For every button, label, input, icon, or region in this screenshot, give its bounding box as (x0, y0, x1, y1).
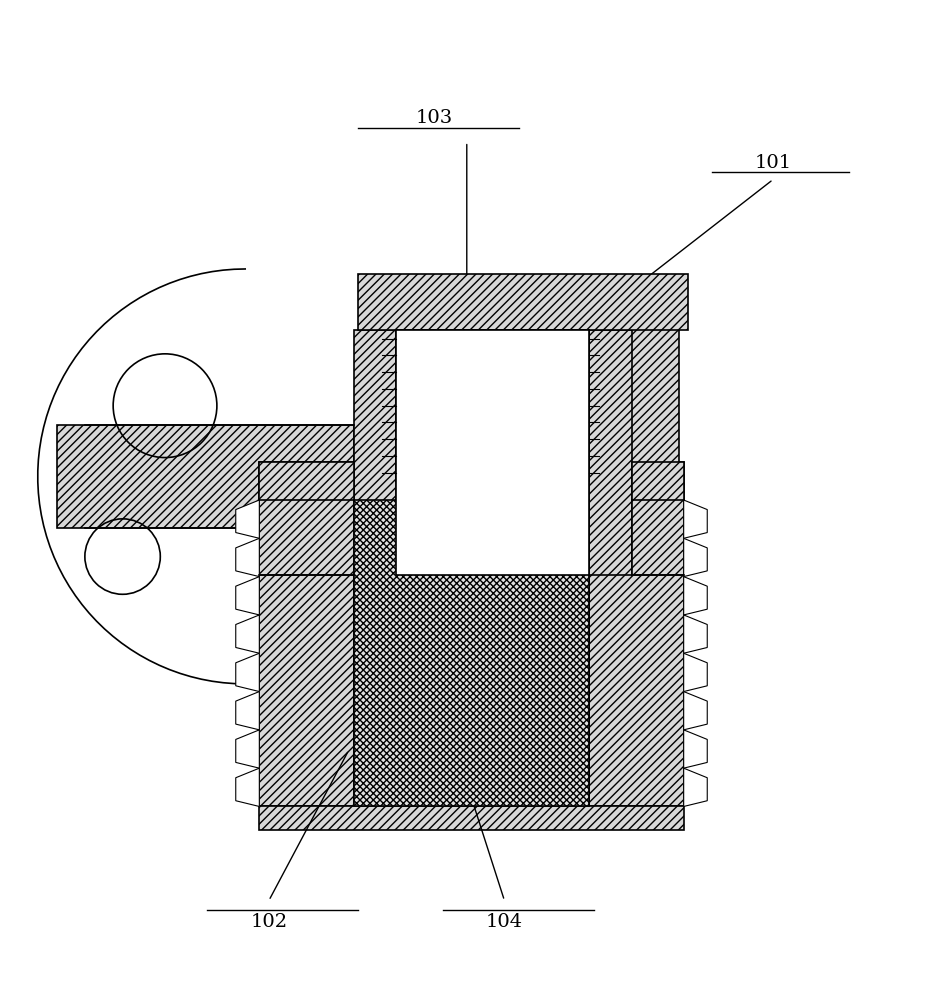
Polygon shape (259, 462, 354, 575)
Polygon shape (684, 653, 707, 692)
Bar (589, 500, 684, 806)
Text: 102: 102 (250, 913, 288, 931)
Polygon shape (684, 538, 707, 577)
Bar (57, 425, 354, 528)
Polygon shape (684, 577, 707, 615)
Polygon shape (632, 462, 684, 575)
Polygon shape (236, 768, 259, 806)
Bar (396, 330, 589, 481)
Bar (358, 274, 688, 330)
Bar (354, 500, 589, 806)
Bar (589, 293, 679, 481)
Bar (589, 330, 632, 575)
Polygon shape (236, 538, 259, 577)
Polygon shape (684, 692, 707, 730)
Bar (259, 806, 684, 830)
Polygon shape (236, 500, 259, 538)
Bar (396, 330, 589, 481)
Polygon shape (684, 615, 707, 653)
Polygon shape (684, 730, 707, 768)
Bar (259, 500, 354, 806)
Polygon shape (236, 692, 259, 730)
Text: 103: 103 (415, 109, 453, 127)
Bar (354, 330, 396, 575)
Polygon shape (236, 577, 259, 615)
Text: 104: 104 (486, 913, 523, 931)
Text: 101: 101 (754, 154, 792, 172)
Polygon shape (236, 653, 259, 692)
Polygon shape (684, 768, 707, 806)
Bar (354, 500, 589, 806)
Bar (396, 330, 589, 575)
Polygon shape (684, 500, 707, 538)
Bar (259, 462, 684, 500)
Polygon shape (236, 615, 259, 653)
Polygon shape (236, 730, 259, 768)
